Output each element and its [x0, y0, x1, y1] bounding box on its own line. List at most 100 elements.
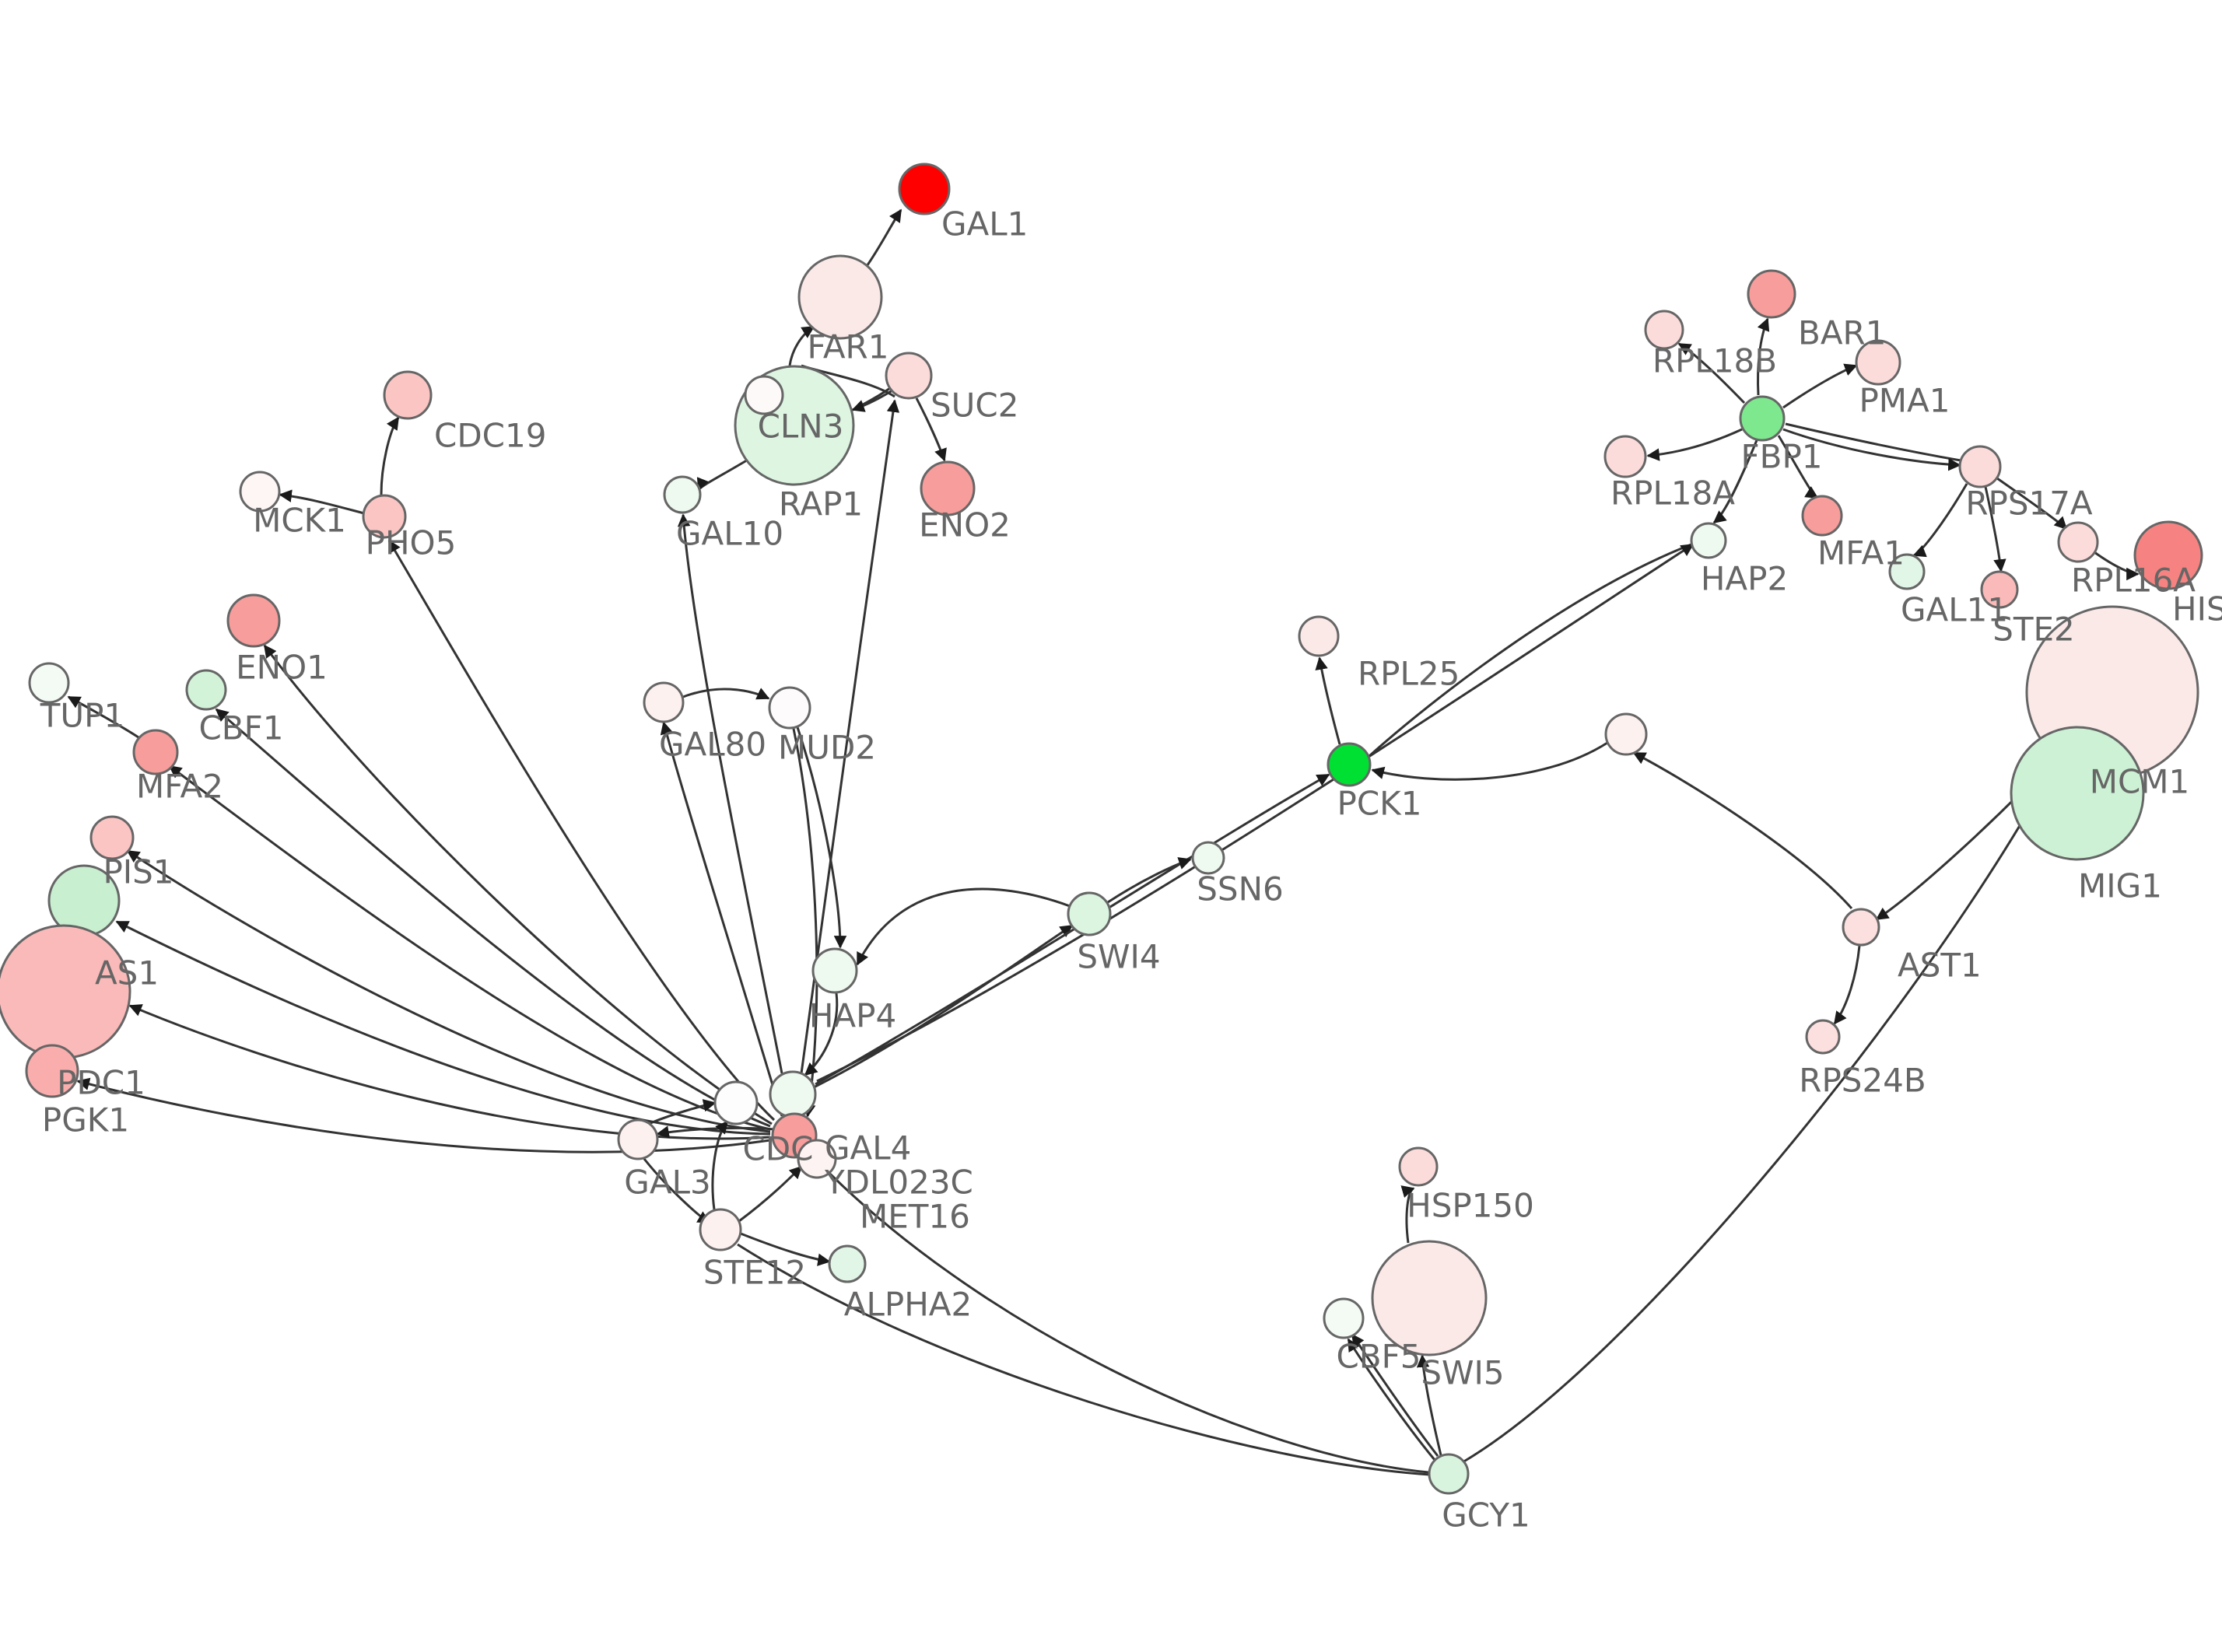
gene-node-pck1_src[interactable] — [1604, 712, 1648, 756]
gene-node-pho5[interactable] — [362, 494, 407, 539]
gene-node-ssn6[interactable] — [1191, 841, 1225, 875]
gene-label-as1: AS1 — [95, 954, 159, 992]
gene-node-cbf5[interactable] — [1323, 1297, 1365, 1339]
gene-label-alpha2: ALPHA2 — [844, 1286, 973, 1324]
gene-label-ast1: AST1 — [1898, 947, 1982, 985]
gene-node-pis1[interactable] — [89, 815, 135, 860]
edge-hap4-to-gal4_up — [804, 992, 839, 1076]
gene-node-gal10[interactable] — [663, 475, 702, 514]
gene-node-cbf1[interactable] — [185, 669, 227, 711]
gene-label-mfa1: MFA1 — [1817, 534, 1905, 572]
gene-label-pis1: PIS1 — [103, 853, 173, 891]
gene-label-ste2: STE2 — [1992, 611, 2075, 649]
edge-gcy1-to-cbf5 — [1347, 1338, 1436, 1461]
edge-gal4_up-to-swi4 — [813, 924, 1074, 1089]
edge-gal3-to-cdc — [650, 1099, 717, 1125]
edge-rps17a-to-gal11 — [1912, 483, 1968, 558]
gene-node-cdc19[interactable] — [383, 370, 433, 420]
edge-ste12-to-cdc — [711, 1120, 729, 1210]
gene-node-bar1[interactable] — [1747, 269, 1796, 319]
gene-node-mfa1[interactable] — [1801, 495, 1843, 537]
gene-node-gal11[interactable] — [1888, 553, 1926, 590]
edge-fbp1-to-pma1 — [1782, 363, 1858, 409]
gene-node-mck1[interactable] — [239, 471, 281, 513]
gene-label-gal11: GAL11 — [1901, 591, 2008, 629]
gene-node-gal80[interactable] — [643, 681, 685, 723]
edge-rps17a-to-ste2 — [1984, 486, 2006, 572]
gene-node-mfa2[interactable] — [132, 729, 179, 775]
gene-node-ste2[interactable] — [1980, 570, 2019, 609]
gene-node-fbp1[interactable] — [1739, 395, 1786, 442]
gene-node-pma1[interactable] — [1855, 339, 1901, 386]
edge-swi5-to-hsp150 — [1400, 1185, 1415, 1244]
gene-label-rps17a: RPS17A — [1965, 485, 2093, 523]
gene-label-far1: FAR1 — [808, 328, 889, 366]
edge-gal4-to-pgk1 — [76, 1077, 771, 1153]
edge-gal4-to-cbf1 — [215, 708, 771, 1128]
gene-label-cdc: CDC — [743, 1130, 814, 1168]
gene-node-gal3[interactable] — [617, 1118, 659, 1160]
gene-node-rpl18a[interactable] — [1603, 435, 1647, 478]
edge-gal80-to-mud2 — [682, 688, 770, 700]
gene-node-gcy1[interactable] — [1428, 1453, 1470, 1495]
gene-node-pck1[interactable] — [1327, 742, 1372, 787]
gene-node-swi4[interactable] — [1067, 891, 1112, 936]
gene-node-rpl25[interactable] — [1298, 615, 1340, 657]
edge-gal4-to-gal80 — [660, 721, 783, 1117]
gene-label-gal1: GAL1 — [941, 205, 1028, 243]
edge-swi4-to-ssn6 — [1107, 857, 1192, 904]
gene-label-eno1: ENO1 — [236, 649, 328, 687]
gene-label-rps24b: RPS24B — [1799, 1062, 1926, 1100]
gene-node-pgk1[interactable] — [25, 1044, 79, 1098]
gene-node-hap4[interactable] — [811, 947, 858, 994]
edge-hap2-to-pck1 — [1368, 543, 1692, 758]
edge-pck1-to-rpl25 — [1315, 656, 1341, 745]
gene-node-rps17a[interactable] — [1958, 445, 2002, 488]
nodes-layer — [0, 163, 2203, 1495]
gene-label-eno2: ENO2 — [919, 506, 1011, 544]
gene-label-met16: MET16 — [860, 1198, 970, 1236]
gene-node-mig1[interactable] — [2010, 726, 2145, 861]
gene-label-rpl18a: RPL18A — [1610, 474, 1735, 513]
gene-label-ste12: STE12 — [703, 1254, 806, 1292]
gene-label-ssn6: SSN6 — [1197, 870, 1283, 908]
gene-node-his4[interactable] — [2133, 520, 2203, 590]
gene-node-alpha2[interactable] — [828, 1244, 867, 1283]
gene-label-gcy1: GCY1 — [1442, 1496, 1530, 1535]
gene-label-pdc1: PDC1 — [57, 1064, 145, 1102]
gene-node-ast1[interactable] — [1842, 908, 1880, 947]
edge-ast1-to-rps24b — [1833, 945, 1861, 1025]
gene-node-ydl023c[interactable] — [797, 1139, 837, 1179]
gene-label-gal4: GAL4 — [825, 1129, 911, 1167]
gene-node-rps24b[interactable] — [1805, 1019, 1841, 1055]
gene-node-rpl18b[interactable] — [1644, 310, 1684, 350]
edge-gal4-to-gcy1 — [814, 1157, 1429, 1474]
gene-node-ste12[interactable] — [699, 1208, 742, 1251]
gene-label-mck1: MCK1 — [253, 502, 346, 540]
gene-node-cdc[interactable] — [713, 1080, 759, 1125]
gene-label-tup1: TUP1 — [40, 697, 124, 735]
gene-node-gal1[interactable] — [898, 163, 951, 215]
gene-label-pck1: PCK1 — [1337, 785, 1422, 823]
edge-rps17a-to-rpl16a — [1996, 477, 2068, 530]
gene-node-hap2[interactable] — [1690, 522, 1727, 559]
gene-node-far1[interactable] — [797, 254, 883, 340]
gene-node-hsp150[interactable] — [1398, 1146, 1439, 1187]
gene-label-mig1: MIG1 — [2078, 867, 2162, 905]
gene-node-eno2[interactable] — [920, 460, 976, 516]
edge-gal4-to-eno1 — [263, 644, 773, 1125]
gene-node-eno1[interactable] — [226, 593, 281, 648]
gene-node-cln3_in[interactable] — [744, 375, 784, 415]
edge-gcy1-to-mcm1 — [1462, 765, 2056, 1464]
gene-label-cbf1: CBF1 — [198, 709, 283, 747]
gene-node-swi5[interactable] — [1371, 1240, 1488, 1356]
gene-node-tup1[interactable] — [28, 662, 70, 704]
gene-node-rpl16a[interactable] — [2057, 521, 2099, 563]
gene-label-gal3: GAL3 — [624, 1164, 710, 1202]
gene-label-mfa2: MFA2 — [136, 768, 223, 806]
gene-node-suc2[interactable] — [885, 352, 933, 400]
gene-node-mud2[interactable] — [768, 686, 811, 730]
gene-node-gal4_up[interactable] — [769, 1070, 817, 1118]
